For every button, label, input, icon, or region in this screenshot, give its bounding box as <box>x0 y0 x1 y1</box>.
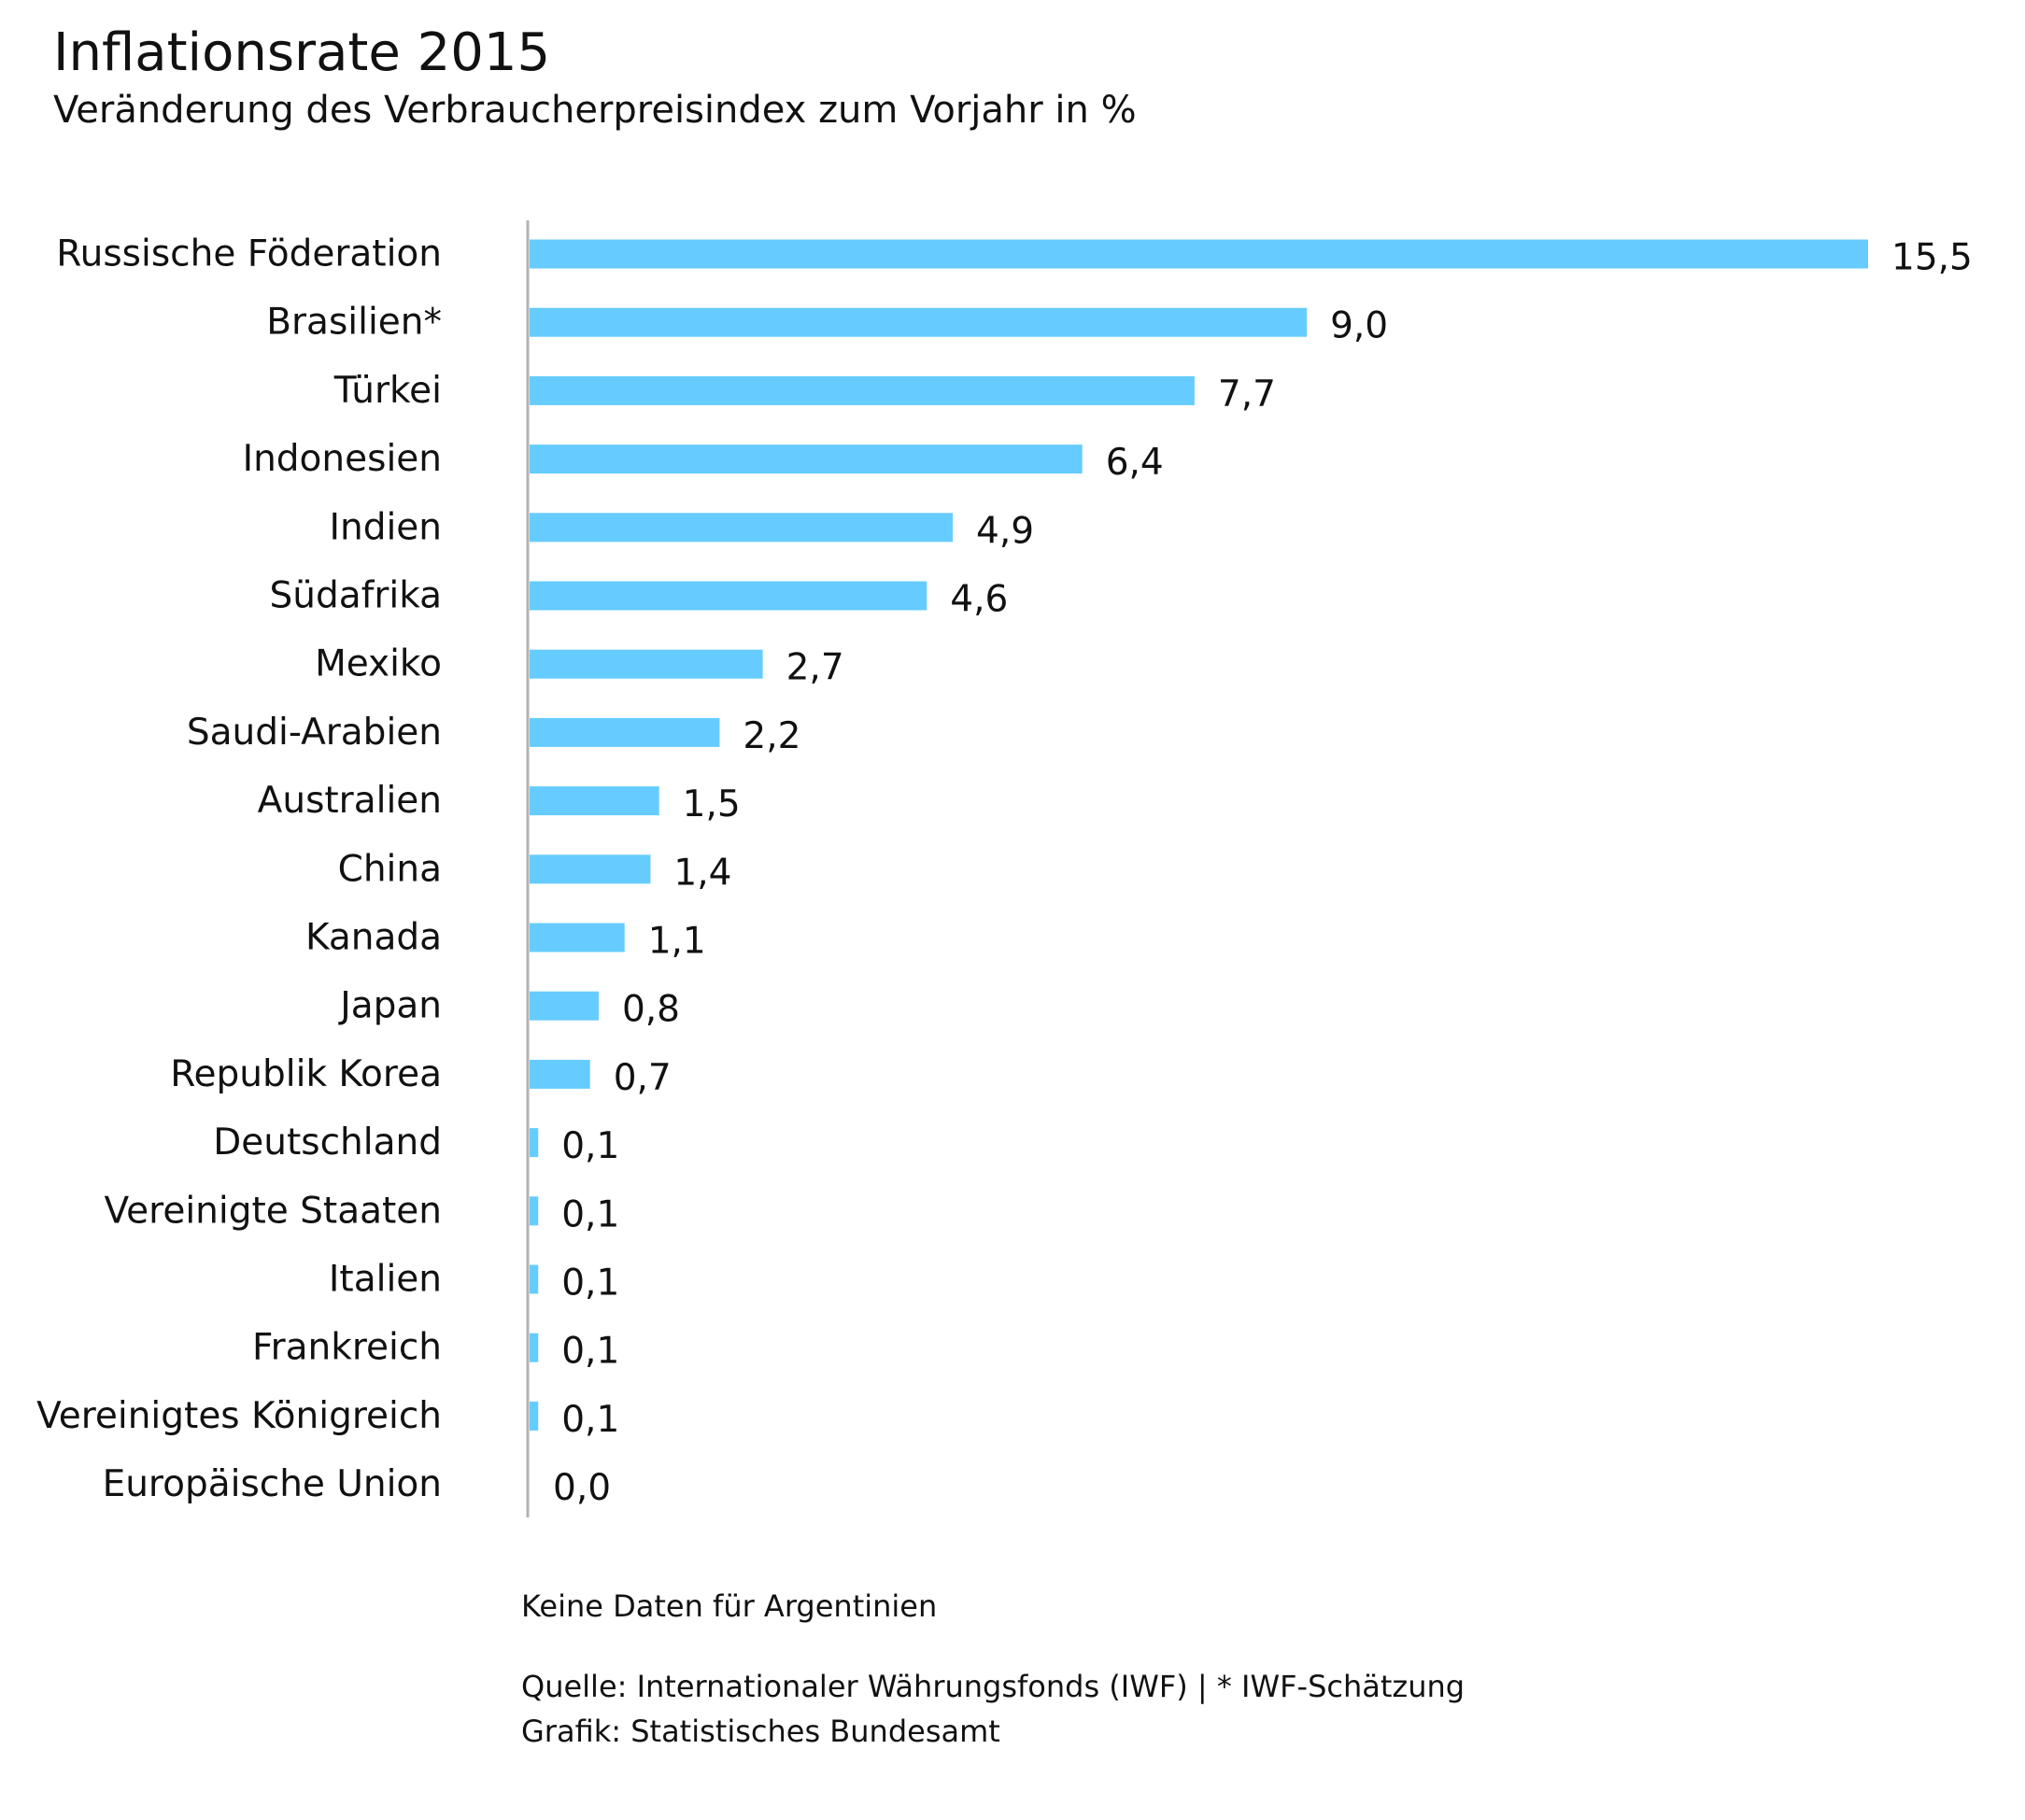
category-label: Südafrika <box>269 575 442 617</box>
bar <box>530 923 625 952</box>
category-label: Deutschland <box>213 1122 442 1164</box>
bar <box>530 717 720 747</box>
value-label: 1,5 <box>683 783 741 825</box>
value-label: 0,8 <box>622 989 680 1031</box>
bar <box>530 375 1195 405</box>
value-label: 1,1 <box>648 921 706 963</box>
bar <box>530 581 928 611</box>
value-label: 4,9 <box>976 510 1034 552</box>
bar <box>530 1333 539 1362</box>
bar <box>530 649 763 679</box>
bar <box>530 1264 539 1294</box>
category-label: Türkei <box>333 370 442 412</box>
category-label: Australien <box>258 780 442 822</box>
value-label: 0,1 <box>561 1193 619 1235</box>
value-label: 0,1 <box>561 1331 619 1373</box>
value-label: 9,0 <box>1330 305 1388 347</box>
category-label: Republik Korea <box>170 1053 442 1095</box>
category-label: Italien <box>329 1259 442 1301</box>
credit-note: Grafik: Statistisches Bundesamt <box>521 1714 1000 1749</box>
note-missing-data: Keine Daten für Argentinien <box>521 1588 938 1624</box>
bars-group: Russische Föderation 15,5 Brasilien* 9,0 Tür… <box>36 233 1973 1510</box>
category-label: Russische Föderation <box>56 233 442 275</box>
category-label: Kanada <box>305 917 442 959</box>
value-label: 0,1 <box>561 1399 619 1441</box>
category-label: Japan <box>337 985 442 1027</box>
bar <box>530 444 1083 474</box>
category-label: Frankreich <box>252 1327 442 1369</box>
value-label: 7,7 <box>1218 374 1276 416</box>
bar <box>530 239 1868 269</box>
bar <box>530 1059 590 1089</box>
bar <box>530 786 659 816</box>
value-label: 4,6 <box>950 579 1008 621</box>
value-label: 1,4 <box>673 852 731 894</box>
bar <box>530 1196 539 1226</box>
chart-title: Inflationsrate 2015 <box>53 22 551 83</box>
category-label: Vereinigte Staaten <box>105 1190 443 1232</box>
category-label: Indien <box>329 506 442 548</box>
value-label: 0,0 <box>553 1467 611 1509</box>
bar <box>530 513 954 543</box>
value-label: 15,5 <box>1891 237 1973 279</box>
category-label: Indonesien <box>243 438 442 480</box>
category-label: Brasilien* <box>266 302 442 344</box>
category-label: China <box>338 848 442 890</box>
bar <box>530 307 1308 337</box>
value-label: 2,7 <box>786 647 844 689</box>
bar <box>530 991 599 1021</box>
value-label: 6,4 <box>1106 442 1164 484</box>
bar <box>530 1401 539 1431</box>
value-label: 0,1 <box>561 1263 619 1305</box>
bar <box>530 1128 539 1158</box>
bar <box>530 854 651 884</box>
source-note: Quelle: Internationaler Währungsfonds (I… <box>521 1669 1466 1704</box>
category-label: Saudi-Arabien <box>187 712 442 754</box>
value-label: 2,2 <box>743 715 800 757</box>
chart-subtitle: Veränderung des Verbraucherpreisindex zu… <box>53 89 1137 132</box>
category-label: Vereinigtes Königreich <box>36 1395 442 1437</box>
value-label: 0,7 <box>614 1057 672 1099</box>
value-label: 0,1 <box>561 1125 619 1167</box>
category-label: Europäische Union <box>103 1463 442 1505</box>
category-label: Mexiko <box>315 643 442 685</box>
